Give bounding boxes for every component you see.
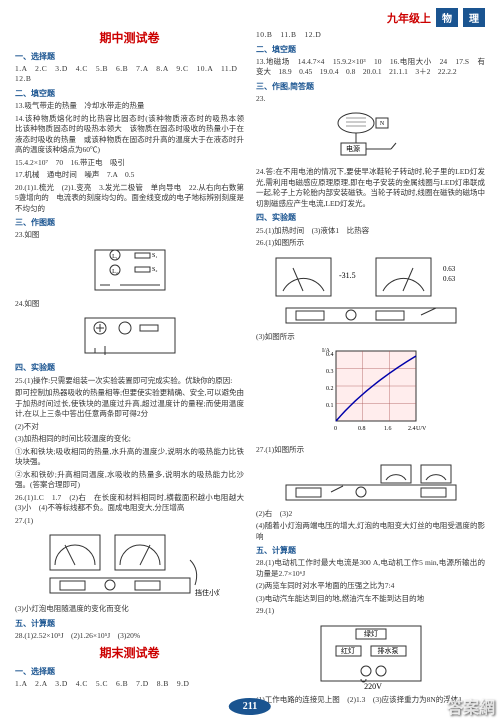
q24-r: 24.答:在不用电池的情况下,要使早冰鞋轮子转动时,轮子里的LED灯发光,需利用… [256, 167, 485, 209]
motor-fig: N 电源 [326, 108, 416, 163]
q15: 15.4.2×10⁷ 70 16.带正电 吸引 [15, 158, 244, 169]
grade-label: 九年级上 [387, 10, 431, 26]
q26-3r: (3)如图所示 [256, 332, 485, 343]
svg-text:2.4: 2.4 [408, 426, 416, 432]
q25: 25.(1)操作:只需要组装一次实验装置即可完成实验。优缺你的原因: [15, 376, 244, 387]
q13: 13.吸气带走的热量 冷却水带走的热量 [15, 101, 244, 112]
q25-4: ①水和铁块;吸收相同的热量,水升高的温度少,说明水的吸热能力比铁块块强。 [15, 447, 244, 468]
section-draw: 三、作图题 [15, 217, 244, 228]
q28-r3: (3)电动汽车能达到目的地,燃油汽车不能到达目的地 [256, 594, 485, 605]
section-exp-r: 四、实验题 [256, 212, 485, 223]
page-number: 211 [229, 698, 271, 715]
left-column: 期中测试卷 一、选择题 1.A 2.C 3.D 4.C 5.B 6.B 7.A … [15, 30, 244, 698]
final-choice: 1.A 2.A 3.D 4.C 5.C 6.B 7.D 8.B 9.D [15, 679, 244, 690]
svg-text:0.3: 0.3 [326, 369, 334, 375]
svg-text:电源: 电源 [346, 144, 360, 153]
q25-3: (3)加热相同的时间比较温度的变化; [15, 434, 244, 445]
section-choice-2: 一、选择题 [15, 666, 244, 677]
final-title: 期末测试卷 [15, 645, 244, 662]
choice-cont: 10.B 11.B 12.D [256, 30, 485, 41]
circuit-fig-23: L₁ L₂ S₁ S₂ [90, 245, 170, 295]
choice-answers: 1.A 2.C 3.D 4.C 5.B 6.B 7.A 8.A 9.C 10.A… [15, 64, 244, 85]
page-badge: 211 [229, 698, 271, 715]
svg-text:排水泵: 排水泵 [377, 646, 398, 655]
q14: 14.该种物质熔化时的比热容比固态时(该种物质液态时的吸热本领 比该种物质固态时… [15, 114, 244, 156]
section-exp: 四、实验题 [15, 362, 244, 373]
svg-text:挡住小灯泡: 挡住小灯泡 [195, 588, 220, 597]
exp-bench-fig [281, 460, 461, 505]
q27-4r: (4)随着小灯泡两端电压的增大,灯泡的电阻变大灯丝的电阻受温度的影响 [256, 521, 485, 542]
section-fill-r: 二、填空题 [256, 44, 485, 55]
svg-text:L₂: L₂ [112, 269, 118, 275]
subject-2: 理 [463, 8, 485, 27]
svg-text:220V: 220V [364, 682, 382, 691]
svg-text:0: 0 [334, 426, 337, 432]
svg-text:S₂: S₂ [152, 267, 157, 273]
subject-1: 物 [436, 8, 458, 27]
watermark: 答案網 [447, 694, 495, 718]
section-calc: 五、计算题 [15, 618, 244, 629]
svg-text:0.63: 0.63 [443, 275, 456, 283]
svg-text:绿灯: 绿灯 [364, 629, 378, 638]
svg-text:N: N [379, 121, 384, 127]
midterm-title: 期中测试卷 [15, 30, 244, 47]
section-draw-r: 三、作图,简答题 [256, 81, 485, 92]
section-fill: 二、填空题 [15, 88, 244, 99]
meter-fig-27: 挡住小灯泡 [40, 530, 220, 600]
q26: 26.(1)1.C 1.7 (2)右 在长度和材料相同时,横截面积越小电阻越大 … [15, 493, 244, 514]
q25-r: 25.(1)加热时间 (3)液体1 比热容 [256, 226, 485, 237]
q25b: 即可控制加热器吸收的热量相等;但要使实验更精确、安全,可以避免由于加热时间过长,… [15, 388, 244, 420]
svg-text:U/V: U/V [416, 426, 426, 432]
svg-text:0.8: 0.8 [358, 426, 366, 432]
q17: 17.机械 通电时间 噪声 7.A 0.5 [15, 170, 244, 181]
svg-text:-31.5: -31.5 [339, 271, 356, 280]
q28-r2: (2)两览车同时对水平地面的压强之比为7:4 [256, 581, 485, 592]
q27: 27.(1) [15, 516, 244, 527]
svg-text:0.1: 0.1 [326, 403, 334, 409]
q20: 20.(1)1.梳光 (2)1.变亮 3.发光二极管 单向导电 22.从右向右数… [15, 183, 244, 215]
svg-text:S₁: S₁ [152, 253, 157, 259]
fill-r: 13.地磁场 14.4.7×4 15.9.2×10³ 10 16.电阻大小 24… [256, 57, 485, 78]
q28: 28.(1)2.52×10⁵J (2)1.26×10⁵J (3)20% [15, 631, 244, 642]
circuit-fig-24 [80, 313, 180, 358]
svg-text:1.6: 1.6 [384, 426, 392, 432]
q25-2: (2)不对 [15, 422, 244, 433]
q27-3: (3)小灯泡电阻随温度的变化而变化 [15, 604, 244, 615]
graph-iv: 0.40.3 0.20.1 00.8 1.62.4 U/V I/A [316, 346, 426, 441]
svg-text:I/A: I/A [322, 348, 331, 354]
right-column: 10.B 11.B 12.D 二、填空题 13.地磁场 14.4.7×4 15.… [256, 30, 485, 698]
section-calc-r: 五、计算题 [256, 545, 485, 556]
q24-label: 24.如图 [15, 299, 244, 310]
q23-r: 23. [256, 94, 485, 105]
q28-r1: 28.(1)电动机工作时最大电流是300 A,电动机工作5 min,电源所输出的… [256, 558, 485, 579]
main-content: 期中测试卷 一、选择题 1.A 2.C 3.D 4.C 5.B 6.B 7.A … [15, 30, 485, 698]
dual-meter-fig: -31.5 0.63 0.63 [271, 253, 471, 328]
pump-circuit-fig: 绿灯 红灯 排水泵 220V [311, 621, 431, 691]
q25-5: ②水和铁砂;升高相同温度,水吸收的热量多,说明水的吸热能力比沙强。(答案合理即可… [15, 470, 244, 491]
section-choice: 一、选择题 [15, 51, 244, 62]
svg-text:0.63: 0.63 [443, 265, 456, 273]
q29-r: 29.(1) [256, 606, 485, 617]
q23-label: 23.如图 [15, 230, 244, 241]
svg-text:L₁: L₁ [112, 254, 118, 260]
svg-text:红灯: 红灯 [341, 646, 355, 655]
q26-r: 26.(1)如图所示 [256, 238, 485, 249]
svg-text:0.2: 0.2 [326, 386, 334, 392]
q27-2r: (2)右 (3)2 [256, 509, 485, 520]
q27-1r: 27.(1)如图所示 [256, 445, 485, 456]
